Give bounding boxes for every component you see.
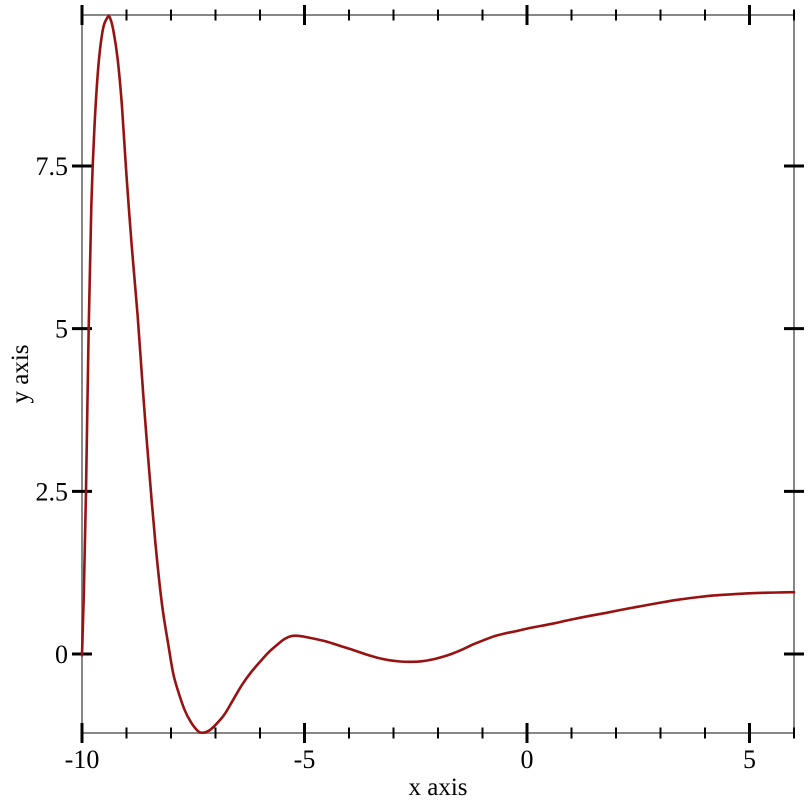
y-tick-label: 0 [55,640,68,669]
function-curve [80,14,796,735]
curve-layer [80,14,796,735]
x-tick-label: -10 [65,745,100,774]
x-tick-label: 5 [743,745,756,774]
y-axis-title: y axis [7,344,34,403]
x-axis-title: x axis [408,774,467,801]
y-tick-label: 2.5 [36,477,69,506]
x-tick-label: -5 [294,745,316,774]
tick-label-layer: -10 -5 0 5 0 2.5 5 7.5 [36,152,757,774]
tick-layer [72,5,804,743]
x-tick-label: 0 [521,745,534,774]
y-tick-label: 5 [55,315,68,344]
plot-frame [81,14,795,734]
y-tick-label: 7.5 [36,152,69,181]
